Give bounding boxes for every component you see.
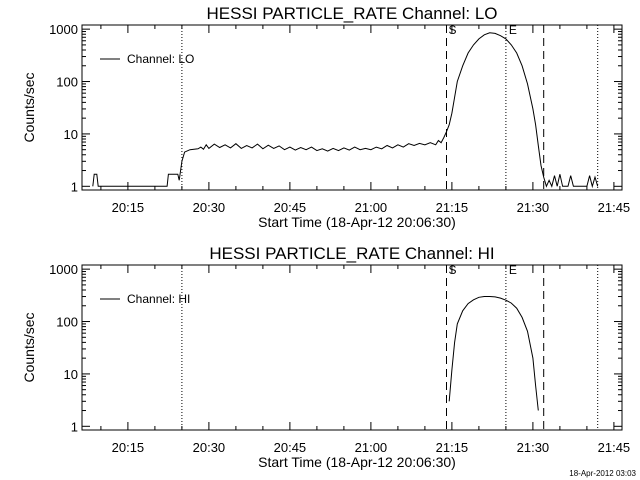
y-tick-label: 100	[56, 75, 78, 90]
x-tick-label: 21:45	[598, 200, 631, 215]
plot-frame	[81, 264, 623, 431]
series-line	[448, 296, 539, 411]
chart-title: HESSI PARTICLE_RATE Channel: HI	[209, 244, 494, 263]
start-marker-label: S	[448, 263, 456, 277]
start-marker-label: S	[448, 23, 456, 37]
x-tick-label: 20:15	[112, 200, 145, 215]
x-tick-label: 20:30	[193, 200, 226, 215]
plot-frame	[81, 24, 623, 191]
x-tick-label: 21:00	[355, 200, 388, 215]
x-tick-label: 21:15	[436, 440, 469, 455]
y-tick-label: 100	[56, 315, 78, 330]
x-axis-label: Start Time (18-Apr-12 20:06:30)	[258, 214, 456, 230]
y-axis-label: Counts/sec	[21, 72, 37, 142]
x-tick-label: 21:15	[436, 200, 469, 215]
legend-label: Channel: HI	[127, 292, 190, 306]
y-tick-label: 10	[64, 127, 78, 142]
chart-title: HESSI PARTICLE_RATE Channel: LO	[206, 4, 497, 23]
series-line	[92, 32, 599, 189]
y-tick-label: 1000	[49, 22, 78, 37]
y-tick-label: 10	[64, 367, 78, 382]
x-axis-label: Start Time (18-Apr-12 20:06:30)	[258, 454, 456, 470]
footer-timestamp: 18-Apr-2012 03:03	[569, 469, 636, 478]
x-tick-label: 20:45	[274, 440, 307, 455]
y-axis-label: Counts/sec	[21, 312, 37, 382]
x-tick-label: 21:30	[517, 440, 550, 455]
end-marker-label: E	[509, 263, 517, 277]
x-tick-label: 20:30	[193, 440, 226, 455]
x-tick-label: 21:30	[517, 200, 550, 215]
chart-panel-hi: HESSI PARTICLE_RATE Channel: HI 20:15 20:3…	[21, 244, 630, 470]
x-tick-label: 20:15	[112, 440, 145, 455]
chart-panel-lo: HESSI PARTICLE_RATE Channel: LO 20:15 20:3…	[21, 4, 630, 230]
end-marker-label: E	[509, 23, 517, 37]
y-tick-label: 1	[71, 179, 78, 194]
y-tick-label: 1000	[49, 262, 78, 277]
legend-label: Channel: LO	[127, 52, 194, 66]
x-tick-label: 20:45	[274, 200, 307, 215]
y-tick-label: 1	[71, 419, 78, 434]
x-tick-label: 21:00	[355, 440, 388, 455]
x-tick-label: 21:45	[598, 440, 631, 455]
